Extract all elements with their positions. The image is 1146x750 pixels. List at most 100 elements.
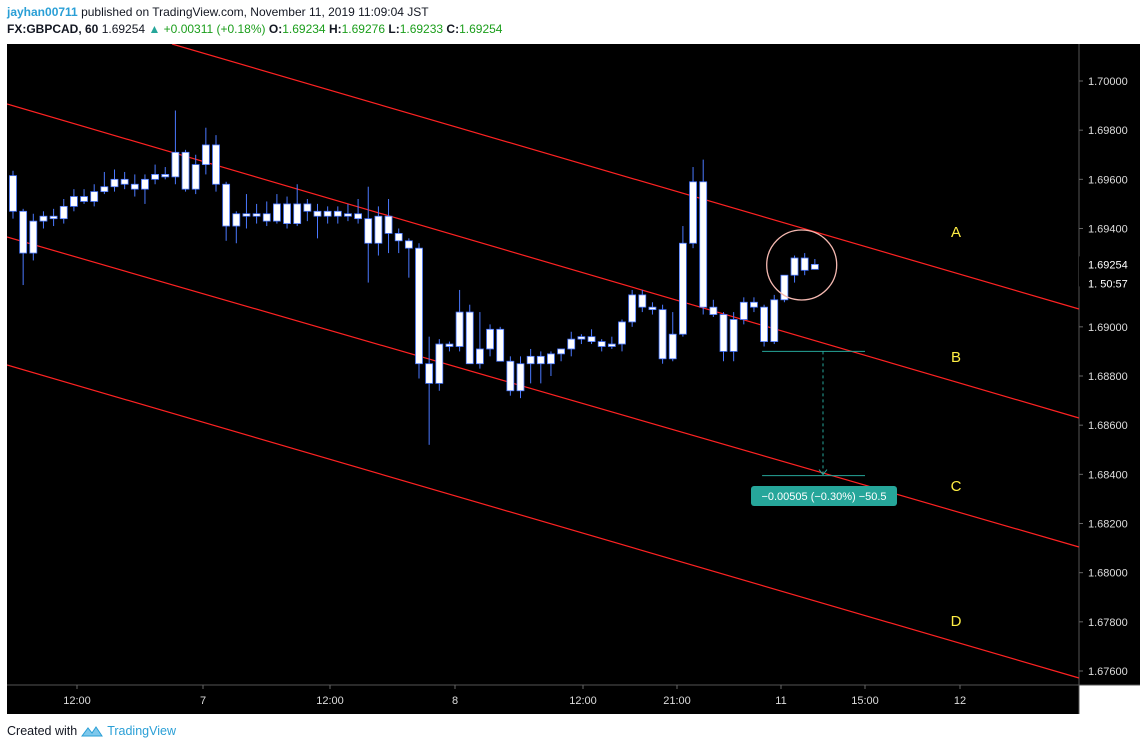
channel-label-a: A — [951, 224, 961, 241]
candle-body — [272, 203, 281, 222]
y-tick-label: 1.69400 — [1088, 224, 1128, 236]
y-tick-label: 1.67800 — [1088, 617, 1128, 629]
close-value: 1.69254 — [459, 22, 503, 36]
candle-body — [618, 321, 626, 345]
candle — [557, 348, 565, 362]
candle-body — [445, 343, 454, 347]
candle — [679, 226, 687, 337]
plot-area[interactable] — [7, 44, 1079, 685]
channel-line-0[interactable] — [171, 44, 1080, 310]
candle — [455, 289, 464, 352]
candle — [303, 199, 312, 222]
measure-label-box[interactable] — [751, 486, 897, 506]
candle — [699, 159, 708, 315]
author-name[interactable]: jayhan00711 — [7, 5, 78, 19]
candle-body — [80, 196, 88, 202]
candle-body — [536, 355, 545, 365]
candle — [364, 186, 373, 283]
candle-body — [557, 348, 565, 355]
candle — [39, 211, 48, 229]
candle-body — [283, 203, 291, 224]
highlight-circle[interactable] — [766, 229, 838, 301]
candle-body — [364, 218, 373, 244]
candle-body — [404, 240, 413, 249]
low-value: 1.69233 — [399, 22, 444, 36]
candle — [526, 348, 535, 384]
candle — [29, 213, 38, 261]
candle-body — [628, 294, 637, 323]
candle — [181, 149, 190, 192]
candle-body — [689, 181, 697, 244]
candle — [394, 228, 403, 254]
candle — [475, 312, 484, 369]
candle — [486, 324, 494, 357]
candle — [100, 171, 109, 195]
candle-body — [222, 183, 231, 227]
channel-label-b: B — [951, 349, 961, 366]
price-change: +0.00311 (+0.18%) — [163, 22, 266, 36]
candle-body — [181, 151, 190, 190]
y-tick-label: 1.68000 — [1088, 568, 1128, 580]
time-axis[interactable] — [7, 685, 1079, 714]
candle-body — [800, 257, 809, 271]
price-axis[interactable] — [1079, 44, 1140, 685]
candle — [810, 258, 819, 270]
candle — [384, 199, 393, 254]
publish-info: jayhan00711 published on TradingView.com… — [7, 5, 429, 19]
candle-body — [699, 181, 708, 308]
channel-line-2[interactable] — [7, 236, 1080, 548]
candle — [618, 319, 626, 352]
open-label: O: — [268, 22, 283, 36]
candle-body — [191, 164, 200, 190]
candle — [70, 189, 78, 212]
candle-body — [161, 174, 170, 178]
candle — [272, 194, 281, 224]
candle-body — [597, 341, 606, 347]
candle — [638, 289, 647, 313]
candle — [242, 194, 251, 229]
price-chart[interactable]: −0.00505 (−0.30%) −50.5 A B C D 1.70000 1.698… — [7, 44, 1140, 714]
candle — [323, 206, 332, 224]
candle-body — [719, 314, 728, 352]
x-tick-label: 21:00 — [663, 695, 691, 707]
candle — [415, 243, 423, 379]
candle — [668, 312, 677, 362]
y-tick-label: 1.68200 — [1088, 519, 1128, 531]
candle — [120, 171, 129, 190]
candle-body — [496, 328, 505, 362]
candle-body — [455, 311, 464, 347]
channel-line-3[interactable] — [7, 364, 1080, 679]
footer: Created with TradingView — [7, 724, 176, 738]
candle — [790, 255, 799, 283]
candle — [9, 170, 17, 219]
candle-body — [384, 215, 393, 234]
candle — [262, 201, 271, 227]
candle-body — [303, 203, 312, 212]
tradingview-brand[interactable]: TradingView — [107, 724, 176, 738]
candle — [628, 289, 637, 327]
candle-body — [810, 263, 819, 270]
y-tick-label: 1.70000 — [1088, 76, 1128, 88]
x-tick-label: 15:00 — [851, 695, 879, 707]
candle — [496, 326, 505, 362]
channel-label-c: C — [951, 478, 962, 495]
candle — [344, 203, 352, 222]
candle — [547, 351, 555, 376]
candle — [130, 174, 139, 197]
candle — [465, 304, 474, 365]
candle — [313, 203, 322, 239]
candle-body — [39, 215, 48, 222]
candle-body — [19, 210, 28, 254]
candle — [232, 211, 241, 244]
x-tick-label: 7 — [200, 695, 206, 707]
y-tick-label: 1.68400 — [1088, 469, 1128, 481]
candle-body — [110, 178, 119, 188]
created-with-text: Created with — [7, 724, 78, 738]
high-value: 1.69276 — [341, 22, 386, 36]
candle — [760, 304, 768, 347]
close-label: C: — [446, 22, 460, 36]
candle — [800, 253, 809, 276]
y-tick-label: 1.69600 — [1088, 174, 1128, 186]
candle-body — [475, 348, 484, 365]
symbol-info: FX:GBPCAD, 60 1.69254 ▲ +0.00311 (+0.18%… — [7, 22, 502, 36]
